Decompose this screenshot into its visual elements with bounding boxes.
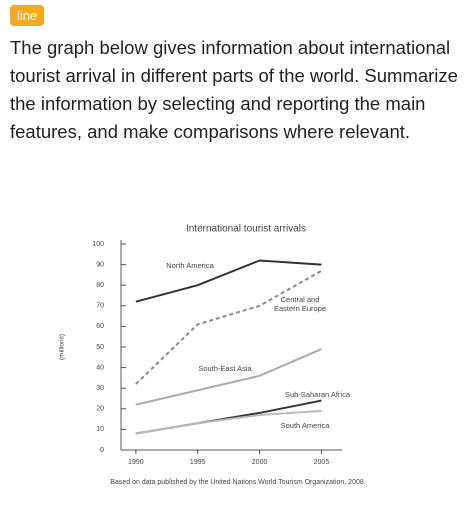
x-tick-label: 1995 bbox=[190, 459, 206, 466]
y-tick-label: 30 bbox=[96, 385, 104, 392]
series-line bbox=[135, 348, 322, 406]
y-tick-label: 40 bbox=[96, 364, 104, 371]
y-tick-label: 20 bbox=[96, 406, 104, 413]
x-tick-label: 2005 bbox=[314, 459, 330, 466]
y-tick-label: 10 bbox=[96, 426, 104, 433]
series-label: South-East Asia bbox=[198, 364, 252, 373]
type-tag: line bbox=[10, 5, 45, 26]
series-label: South America bbox=[280, 421, 330, 430]
y-tick-label: 0 bbox=[100, 447, 104, 454]
source-note: Based on data published by the United Na… bbox=[110, 479, 365, 486]
series-label: Central and Eastern Europe bbox=[273, 295, 327, 313]
series-line bbox=[135, 259, 322, 303]
y-tick-label: 100 bbox=[92, 241, 104, 248]
y-tick-label: 70 bbox=[96, 303, 104, 310]
series-label: North America bbox=[166, 261, 214, 270]
y-tick-label: 90 bbox=[96, 261, 104, 268]
chart-title: International tourist arrivals bbox=[186, 224, 306, 235]
x-tick-label: 2000 bbox=[252, 459, 268, 466]
series-line bbox=[135, 269, 322, 385]
x-tick-label: 1990 bbox=[128, 459, 144, 466]
y-tick-label: 80 bbox=[96, 282, 104, 289]
series-line bbox=[135, 409, 322, 435]
series-label: Sub-Saharan Africa bbox=[284, 390, 351, 399]
y-tick-label: 60 bbox=[96, 323, 104, 330]
task-prompt: The graph below gives information about … bbox=[10, 37, 458, 142]
y-axis-label: (millions) bbox=[59, 334, 66, 360]
y-tick-label: 50 bbox=[96, 344, 104, 351]
